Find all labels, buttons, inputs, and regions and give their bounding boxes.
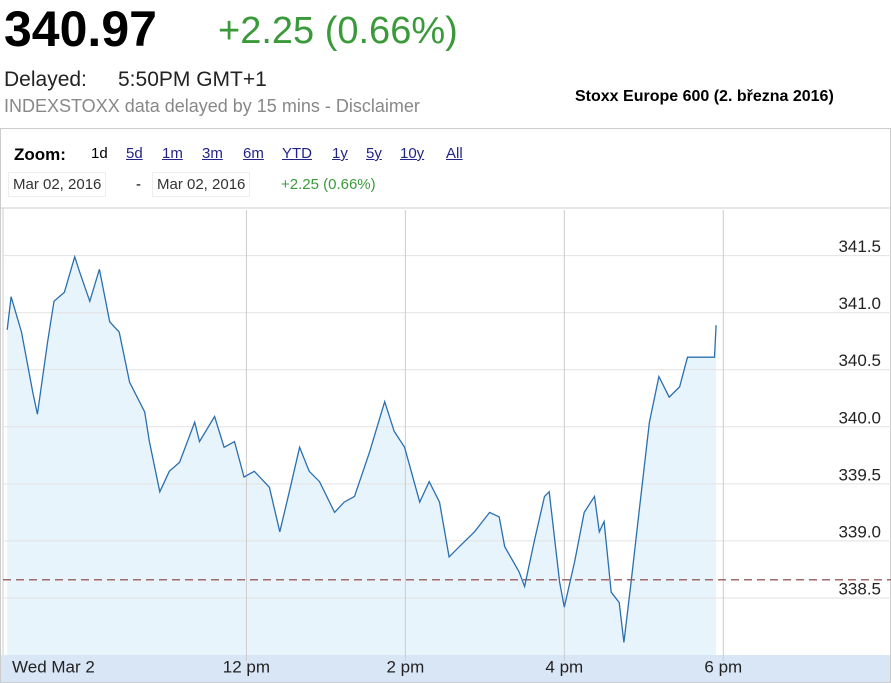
price-line [6,254,717,643]
x-tick-label: 4 pm [545,657,583,676]
zoom-option[interactable]: All [446,145,463,162]
range-change: +2.25 (0.66%) [281,176,376,193]
date-from[interactable]: Mar 02, 2016 [8,172,107,197]
y-tick-label: 339.0 [838,522,881,541]
y-tick-label: 338.5 [838,579,881,598]
zoom-option[interactable]: 1m [162,145,183,162]
zoom-option[interactable]: 6m [243,145,264,162]
y-tick-label: 341.5 [838,237,881,256]
area [7,256,717,655]
x-tick-label: 2 pm [386,657,424,676]
delay-note[interactable]: INDEXSTOXX data delayed by 15 mins - Dis… [4,96,420,116]
caption: Stoxx Europe 600 (2. března 2016) [575,88,834,105]
zoom-option[interactable]: 1y [332,145,348,162]
x-axis-band [1,655,890,682]
y-tick-label: 341.0 [838,294,881,313]
y-tick-label: 340.0 [838,408,881,427]
zoom-option[interactable]: 1d [91,145,108,162]
zoom-option[interactable]: 5y [366,145,382,162]
delayed-label: Delayed: [4,68,87,91]
y-tick-label: 340.5 [838,351,881,370]
delayed-time: 5:50PM GMT+1 [118,68,267,91]
zoom-option[interactable]: 3m [202,145,223,162]
zoom-option[interactable]: 10y [400,145,425,162]
y-tick-label: 339.5 [838,465,881,484]
x-tick-label: 12 pm [223,657,270,676]
price-change: +2.25 (0.66%) [218,10,458,52]
date-separator: - [136,176,141,193]
zoom-option[interactable]: YTD [282,145,312,162]
x-tick-label: 6 pm [704,657,742,676]
zoom-option[interactable]: 5d [126,145,143,162]
date-to[interactable]: Mar 02, 2016 [152,172,251,197]
zoom-label: Zoom: [14,145,66,164]
price: 340.97 [4,1,157,57]
x-tick-label: Wed Mar 2 [12,657,95,676]
